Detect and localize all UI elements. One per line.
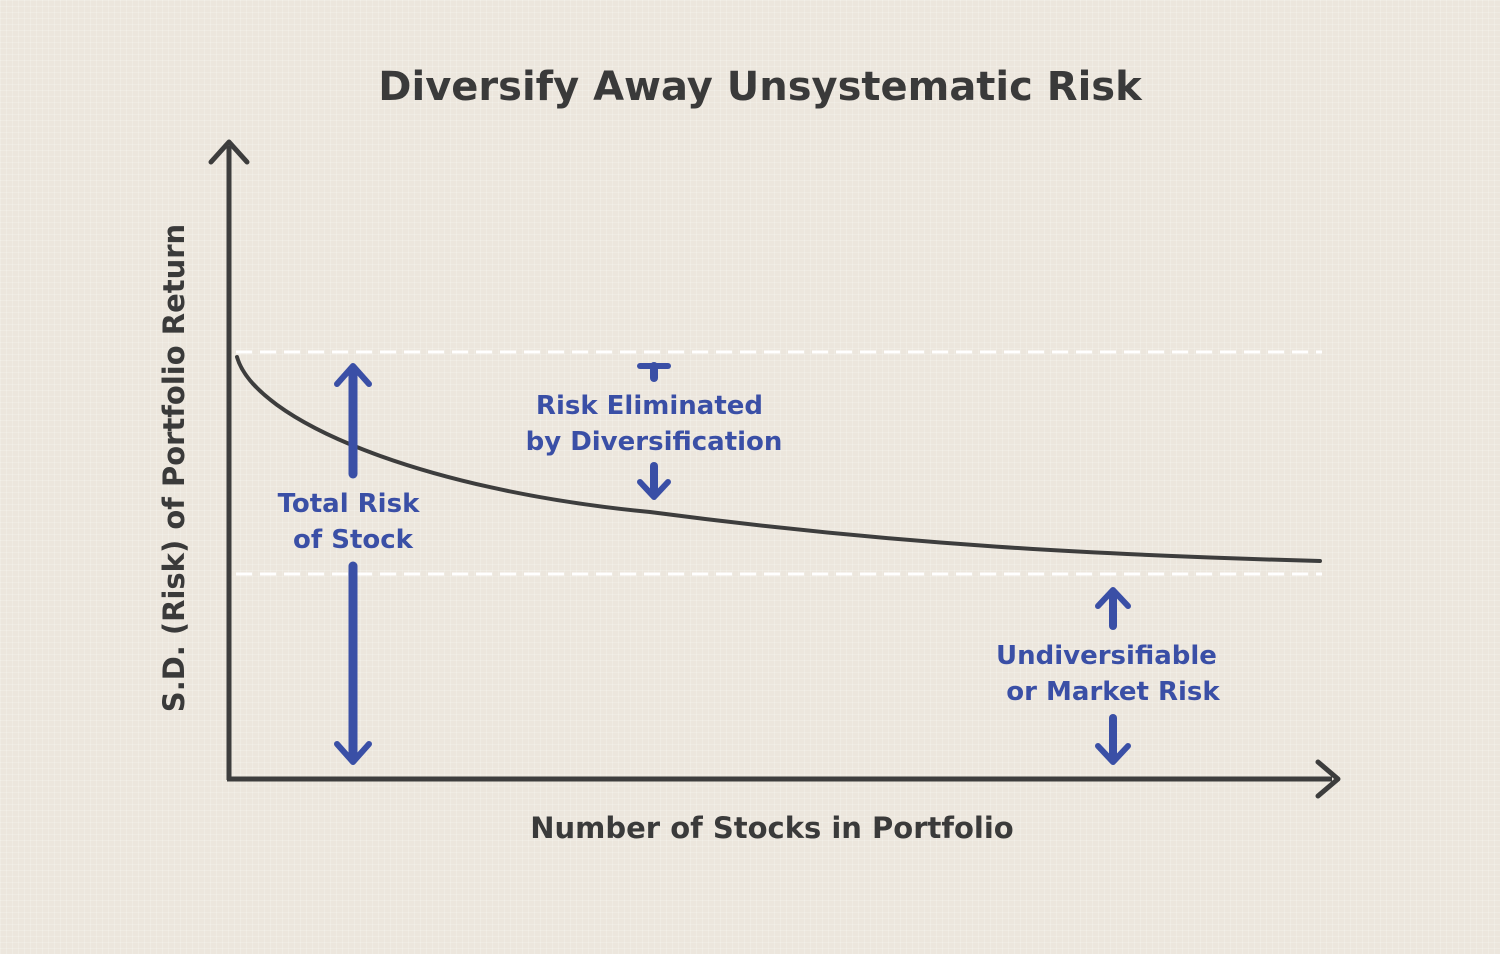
y-axis-label: S.D. (Risk) of Portfolio Return <box>157 224 191 712</box>
total-risk-arrowhead-up <box>334 363 372 387</box>
y-axis-arrowhead <box>208 139 250 165</box>
market-risk-label-line-1: Undiversifiable <box>996 641 1217 671</box>
market-risk-arrow <box>1095 587 1131 765</box>
market-risk-arrowhead-down <box>1095 743 1131 765</box>
market-risk-label-line-2: or Market Risk <box>1006 677 1220 707</box>
total-risk-label-line-2: of Stock <box>293 525 414 555</box>
diagram-title: Diversify Away Unsystematic Risk <box>378 64 1143 110</box>
risk-eliminated-label-line-2: by Diversification <box>526 427 783 457</box>
total-risk-label-line-1: Total Risk <box>278 489 420 519</box>
total-risk-arrowhead-down <box>334 741 372 765</box>
risk-eliminated-arrow <box>637 362 671 500</box>
total-risk-label: Total Risk of Stock <box>278 489 429 555</box>
risk-curve <box>235 355 1322 563</box>
market-risk-arrowhead-up <box>1095 587 1131 609</box>
x-axis-arrowhead <box>1315 759 1341 799</box>
x-axis <box>227 759 1341 799</box>
risk-eliminated-label: Risk Eliminated by Diversification <box>526 391 783 457</box>
risk-eliminated-arrowhead-down <box>637 479 671 500</box>
y-axis <box>208 139 250 780</box>
market-risk-label: Undiversifiable or Market Risk <box>996 641 1226 707</box>
total-risk-arrow <box>334 363 372 765</box>
x-axis-label: Number of Stocks in Portfolio <box>530 811 1013 845</box>
risk-eliminated-label-line-1: Risk Eliminated <box>536 391 763 421</box>
